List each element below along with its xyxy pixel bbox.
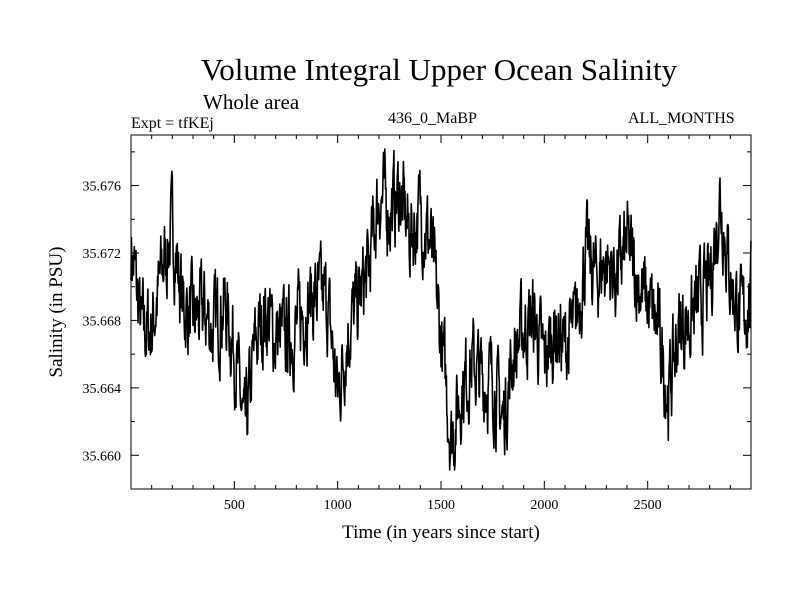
y-axis-label: Salinity (in PSU) (46, 247, 67, 378)
y-tick-label: 35.672 (83, 247, 122, 262)
x-tick-label: 1000 (324, 498, 352, 513)
y-tick-label: 35.660 (83, 449, 122, 464)
x-axis-label: Time (in years since start) (342, 522, 540, 543)
y-tick-label: 35.664 (83, 382, 122, 397)
x-tick-label: 1500 (427, 498, 455, 513)
salinity-series-line (130, 148, 752, 471)
x-tick-label: 2500 (634, 498, 662, 513)
chart-title: Volume Integral Upper Ocean Salinity (200, 52, 678, 87)
run-label: 436_0_MaBP (388, 110, 477, 127)
experiment-label: Expt = tfKEj (131, 115, 214, 132)
x-tick-label: 500 (224, 498, 245, 513)
y-tick-label: 35.676 (83, 180, 122, 195)
chart-subtitle: Whole area (203, 90, 300, 114)
y-tick-label: 35.668 (83, 314, 122, 329)
months-label: ALL_MONTHS (628, 110, 735, 127)
x-tick-label: 2000 (530, 498, 558, 513)
axis-ticks: 500 1000 1500 2000 2500 35.660 35.664 35.668 35.… (83, 135, 751, 513)
